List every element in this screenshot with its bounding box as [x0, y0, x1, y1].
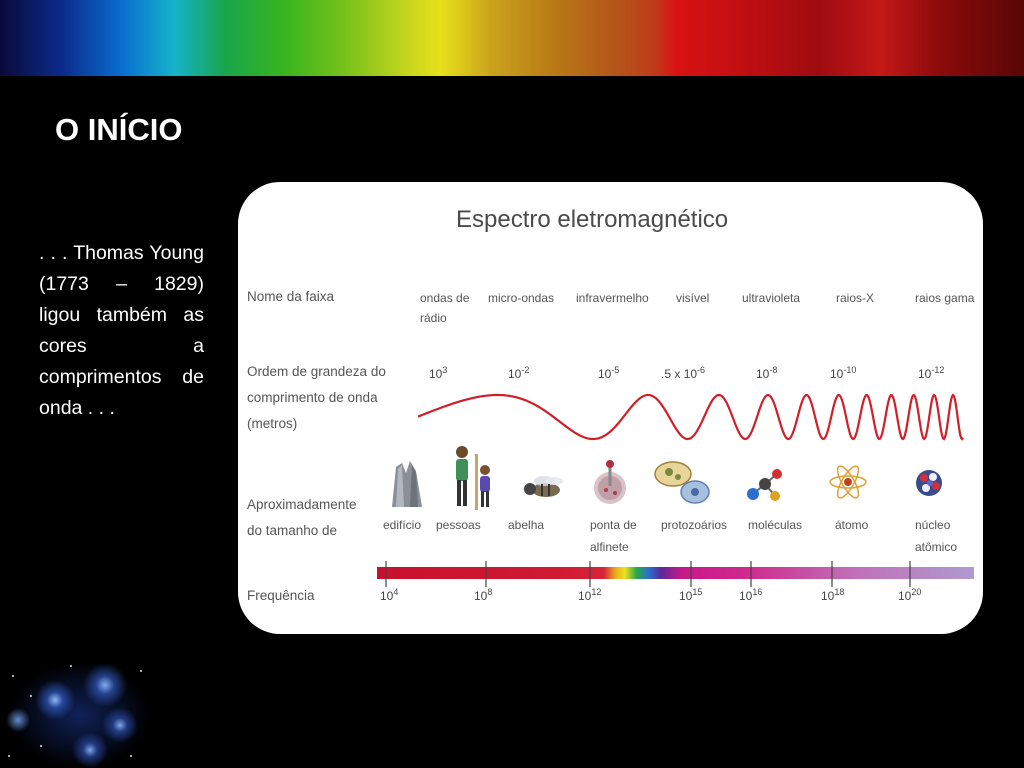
row-label-size: Aproximadamente do tamanho de	[247, 492, 357, 544]
nucleus-icon	[916, 470, 942, 496]
band-name: raios gama	[915, 291, 975, 305]
object-label: pessoas	[436, 518, 481, 532]
slide-title: O INÍCIO	[55, 112, 183, 147]
object-label: ponta de alfinete	[590, 518, 637, 554]
pin-icon	[594, 460, 626, 504]
frequency-value: 1020	[898, 587, 922, 603]
row-label-band-name: Nome da faixa	[247, 289, 335, 304]
band-name: ondas de rádio	[420, 291, 470, 325]
band-name: visível	[676, 291, 710, 305]
frequency-value: 1015	[679, 587, 703, 603]
wavelength-value: 10-12	[918, 365, 945, 381]
wavelength-value: .5 x 10-6	[661, 365, 706, 381]
object-label: protozoários	[661, 518, 728, 532]
row-label-wavelength-line: comprimento de onda	[247, 390, 378, 405]
object-label: átomo	[835, 518, 869, 532]
slide-body-text: . . . Thomas Young (1773 – 1829) ligou t…	[39, 242, 204, 419]
row-label-wavelength-line: (metros)	[247, 416, 298, 431]
frequency-color-bar	[377, 567, 974, 579]
row-label-frequency: Frequência	[247, 588, 315, 603]
row-label-size-line: do tamanho de	[247, 523, 338, 538]
frequency-value: 108	[474, 587, 493, 603]
atom-icon	[829, 465, 867, 499]
row-label-wavelength: Ordem de grandeza do comprimento de onda…	[247, 359, 386, 437]
people-icon	[456, 446, 490, 510]
row-label-size-line: Aproximadamente	[247, 497, 357, 512]
row-label-wavelength-line: Ordem de grandeza do	[247, 364, 386, 379]
diagram-title: Espectro eletromagnético	[456, 206, 729, 233]
band-name: micro-ondas	[488, 291, 555, 305]
spectrum-header-bar	[0, 0, 1024, 76]
building-icon	[392, 461, 422, 507]
object-label: abelha	[508, 518, 545, 532]
object-label: edifício	[383, 518, 422, 532]
wavelength-value: 10-2	[508, 365, 530, 381]
wavelength-value: 10-5	[598, 365, 620, 381]
object-label: moléculas	[748, 518, 803, 532]
wavelength-value: 10-10	[830, 365, 857, 381]
band-name: infravermelho	[576, 291, 649, 305]
wavelength-value: 10-8	[756, 365, 778, 381]
frequency-value: 104	[380, 587, 399, 603]
bee-icon	[524, 476, 563, 497]
frequency-value: 1018	[821, 587, 845, 603]
em-spectrum-diagram: Espectro eletromagnético Nome da faixa O…	[238, 182, 983, 634]
band-name: raios-X	[836, 291, 875, 305]
frequency-value: 1016	[739, 587, 763, 603]
object-label: núcleo atômico	[915, 518, 958, 554]
wavelength-value: 103	[429, 365, 448, 381]
frequency-value: 1012	[578, 587, 602, 603]
band-name: ultravioleta	[742, 291, 801, 305]
wave-graphic	[418, 393, 964, 441]
star-cluster-image	[0, 655, 155, 768]
frequency-ticks	[385, 561, 911, 587]
molecule-icon	[747, 469, 782, 501]
protozoa-icon	[654, 461, 710, 504]
